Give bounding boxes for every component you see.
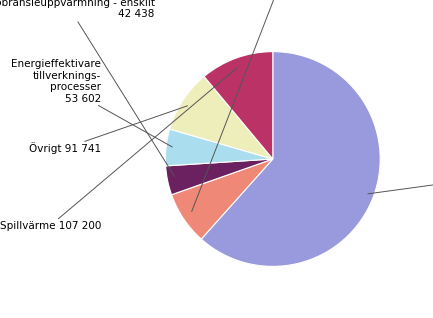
Text: Spillvärme 107 200: Spillvärme 107 200: [0, 68, 237, 231]
Text: Energieffektivare
tillverknings-
processer
53 602: Energieffektivare tillverknings- process…: [11, 59, 172, 147]
Text: Biobränsleuppvärmning - enskilt
42 438: Biobränsleuppvärmning - enskilt 42 438: [0, 0, 174, 176]
Wedge shape: [170, 76, 273, 159]
Text: Biobränsleuppvärmning -
fjärrvärme/
närvärme
597 735: Biobränsleuppvärmning - fjärrvärme/ närv…: [368, 153, 433, 197]
Wedge shape: [201, 52, 380, 266]
Wedge shape: [165, 129, 273, 166]
Wedge shape: [171, 159, 273, 239]
Text: Övrigt 91 741: Övrigt 91 741: [29, 106, 187, 154]
Text: Mindre undergrupper
77 608: Mindre undergrupper 77 608: [192, 0, 339, 211]
Wedge shape: [166, 159, 273, 195]
Wedge shape: [204, 52, 273, 159]
